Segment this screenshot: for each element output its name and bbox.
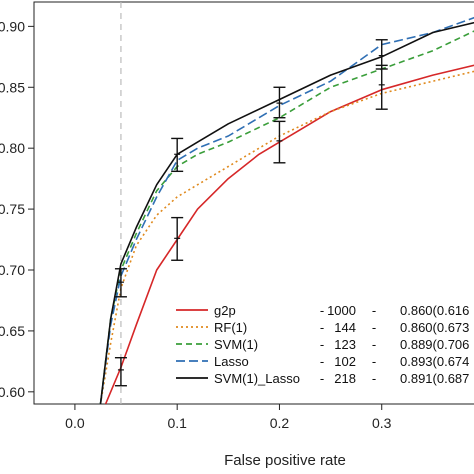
legend-label: SVM(1)_Lasso <box>214 371 300 386</box>
legend-value: 0.889(0.706 <box>400 337 469 352</box>
y-axis: 0.60 0.65 0.70 0.75 0.80 0.85 0.90 <box>0 18 34 400</box>
legend-n: 123 <box>334 337 356 352</box>
legend-n: 1000 <box>327 303 356 318</box>
x-axis: 0.00.10.20.30.4 <box>65 404 392 431</box>
error-bars <box>114 39 388 387</box>
legend-dash: - <box>372 337 376 352</box>
y-tick-label: 0.85 <box>0 79 25 95</box>
legend-entry: g2p -1000-0.860(0.616 <box>176 303 469 318</box>
legend-value: 0.891(0.687 <box>400 371 469 386</box>
legend-label: SVM(1) <box>214 337 258 352</box>
error-bar <box>171 216 184 261</box>
error-bar <box>273 86 286 119</box>
x-axis-title: False positive rate <box>224 452 346 469</box>
legend-dash: - <box>320 303 324 318</box>
legend-value: 0.860(0.673 <box>400 320 469 335</box>
legend-entry: Lasso -102-0.893(0.674 <box>176 354 469 369</box>
error-bar <box>375 39 388 70</box>
x-tick-label: 0.2 <box>270 415 290 431</box>
legend-dash: - <box>372 303 376 318</box>
series-line-0 <box>104 64 474 404</box>
x-tick-label: 0.3 <box>372 415 392 431</box>
legend-value: 0.893(0.674 <box>400 354 469 369</box>
error-bar <box>114 357 127 387</box>
legend-n: 144 <box>334 320 356 335</box>
legend-label: g2p <box>214 303 236 318</box>
x-tick-label: 0.1 <box>167 415 187 431</box>
legend-dash: - <box>372 354 376 369</box>
legend-dash: - <box>320 337 324 352</box>
legend-dash: - <box>372 320 376 335</box>
y-tick-label: 0.90 <box>0 18 25 34</box>
legend-dash: - <box>320 354 324 369</box>
y-tick-label: 0.60 <box>0 384 25 400</box>
legend-label: RF(1) <box>214 320 247 335</box>
error-bar <box>171 137 184 173</box>
legend-n: 102 <box>334 354 356 369</box>
legend-label: Lasso <box>214 354 249 369</box>
legend-dash: - <box>320 371 324 386</box>
legend-entry: SVM(1) -123-0.889(0.706 <box>176 337 469 352</box>
legend-n: 218 <box>334 371 356 386</box>
x-tick-label: 0.0 <box>65 415 85 431</box>
y-tick-label: 0.65 <box>0 323 25 339</box>
legend-value: 0.860(0.616 <box>400 303 469 318</box>
y-tick-label: 0.70 <box>0 262 25 278</box>
y-tick-label: 0.75 <box>0 201 25 217</box>
legend-dash: - <box>320 320 324 335</box>
y-tick-label: 0.80 <box>0 140 25 156</box>
legend-entry: RF(1) -144-0.860(0.673 <box>176 320 469 335</box>
plot-area-frame <box>33 1 474 405</box>
error-bar <box>375 64 388 110</box>
legend-entry: SVM(1)_Lasso -218-0.891(0.687 <box>176 371 469 386</box>
error-bar <box>273 120 286 164</box>
error-bar <box>114 268 127 298</box>
legend-dash: - <box>372 371 376 386</box>
